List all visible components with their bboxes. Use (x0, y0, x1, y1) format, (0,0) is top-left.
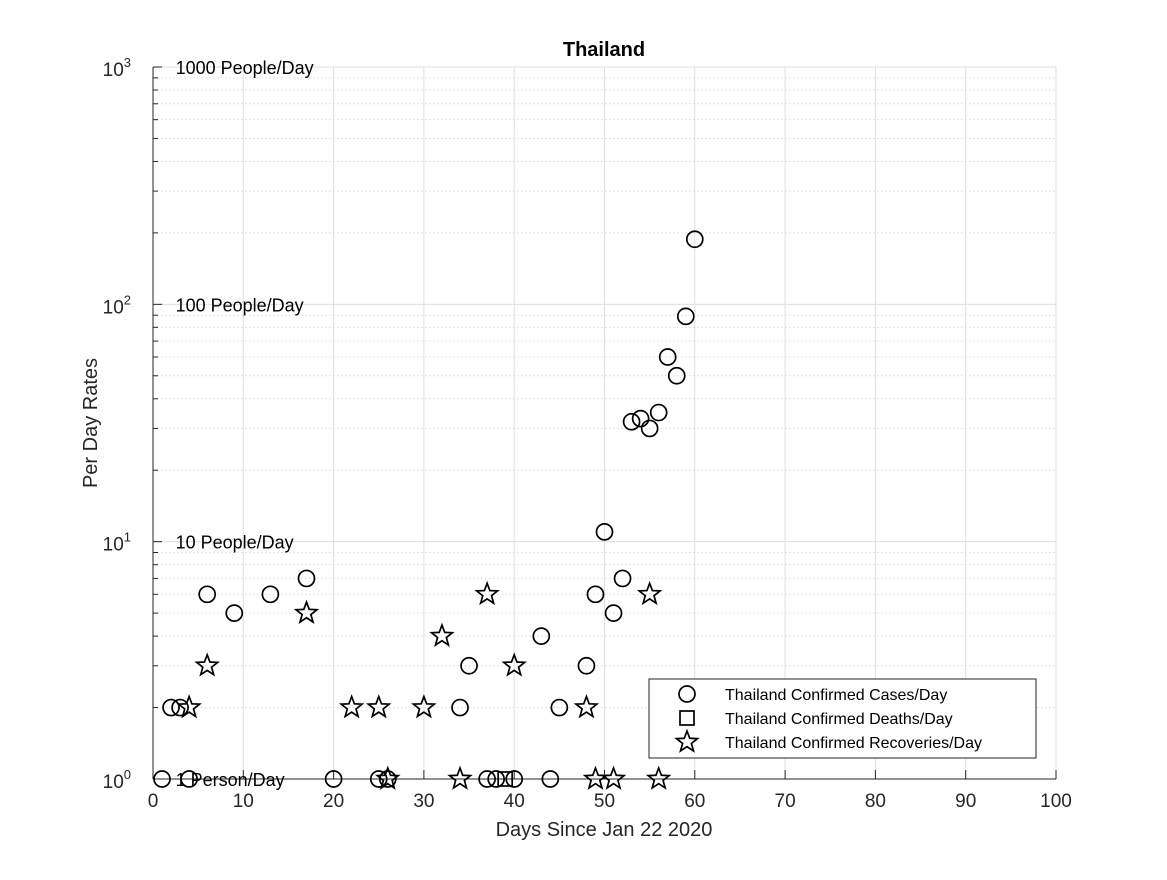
cases-marker (162, 698, 180, 717)
recoveries-marker (176, 694, 202, 719)
legend-marker (678, 685, 696, 703)
recoveries-marker (411, 694, 437, 719)
chart-title: Thailand (563, 39, 645, 61)
x-tick-label: 50 (594, 791, 615, 812)
cases-marker (180, 770, 198, 788)
cases-marker (613, 569, 632, 588)
cases-marker (685, 230, 704, 249)
cases-marker (667, 366, 686, 385)
recoveries-marker (636, 580, 663, 606)
cases-marker (649, 403, 668, 422)
y-tick-label: 102 (103, 292, 131, 318)
x-tick-label: 30 (413, 791, 434, 812)
reference-annotation: 100 People/Day (176, 295, 304, 315)
recoveries-marker (365, 694, 392, 719)
legend-label: Thailand Confirmed Deaths/Day (725, 711, 953, 728)
recoveries-marker (600, 765, 627, 790)
recoveries-marker (194, 652, 220, 677)
cases-marker (153, 770, 171, 788)
legend: Thailand Confirmed Cases/Day Thailand Con… (648, 678, 1037, 759)
annotations: 1 Person/Day 10 People/Day 100 People/Day 1… (176, 58, 314, 790)
cases-marker (532, 627, 551, 645)
cases-marker (577, 656, 596, 675)
cases-marker (460, 656, 478, 675)
recoveries-marker (375, 765, 401, 790)
x-tick-label: 40 (504, 791, 525, 812)
cases-marker (676, 307, 695, 326)
x-axis-title: Days Since Jan 22 2020 (496, 819, 713, 841)
y-tick-label: 103 (103, 55, 131, 81)
cases-marker (595, 522, 614, 541)
reference-annotation: 1000 People/Day (176, 58, 314, 78)
x-tick-label: 10 (233, 791, 254, 812)
recoveries-marker (573, 694, 600, 719)
y-tick-label: 100 (103, 767, 131, 793)
data-markers (153, 230, 704, 790)
cases-marker (505, 770, 524, 788)
axes: 0 10 20 30 40 50 60 70 80 90 100 100 101 102 103 (103, 55, 1072, 812)
recoveries-marker (429, 622, 455, 647)
grid (152, 66, 1057, 780)
cases-marker (225, 604, 244, 622)
legend-label: Thailand Confirmed Cases/Day (725, 687, 947, 704)
cases-marker (378, 770, 397, 788)
cases-marker (640, 419, 659, 438)
recoveries-marker (501, 652, 527, 677)
x-tick-label: 80 (865, 791, 886, 812)
y-tick-label: 101 (103, 530, 131, 556)
reference-annotation: 1 Person/Day (176, 770, 285, 790)
cases-marker (297, 569, 316, 588)
x-tick-label: 20 (323, 791, 344, 812)
recoveries-marker (645, 765, 672, 790)
legend-label: Thailand Confirmed Recoveries/Day (725, 735, 982, 752)
cases-marker (261, 585, 280, 604)
x-tick-label: 0 (148, 791, 159, 812)
x-tick-label: 90 (955, 791, 976, 812)
recoveries-marker (447, 765, 473, 790)
cases-marker (451, 698, 469, 717)
recoveries-marker (338, 694, 365, 719)
deaths-marker (497, 771, 514, 787)
cases-marker (550, 698, 569, 717)
cases-marker (171, 698, 189, 717)
x-tick-label: 60 (684, 791, 705, 812)
legend-marker (679, 710, 695, 726)
recoveries-marker (474, 580, 500, 606)
cases-marker (541, 770, 560, 788)
legend-marker (674, 728, 700, 753)
x-tick-label: 100 (1040, 791, 1072, 812)
cases-marker (586, 585, 605, 604)
x-tick-label: 70 (775, 791, 796, 812)
cases-marker (478, 770, 496, 788)
reference-annotation: 10 People/Day (176, 533, 294, 553)
cases-marker (622, 412, 641, 431)
cases-marker (369, 770, 388, 788)
recoveries-marker (293, 599, 320, 624)
cases-marker (658, 348, 677, 366)
cases-marker (487, 770, 505, 788)
legend-box (648, 678, 1037, 759)
cases-marker (604, 604, 623, 622)
cases-marker (198, 585, 217, 604)
y-axis-title: Per Day Rates (80, 358, 102, 488)
cases-marker (324, 770, 343, 788)
cases-marker (631, 409, 650, 428)
